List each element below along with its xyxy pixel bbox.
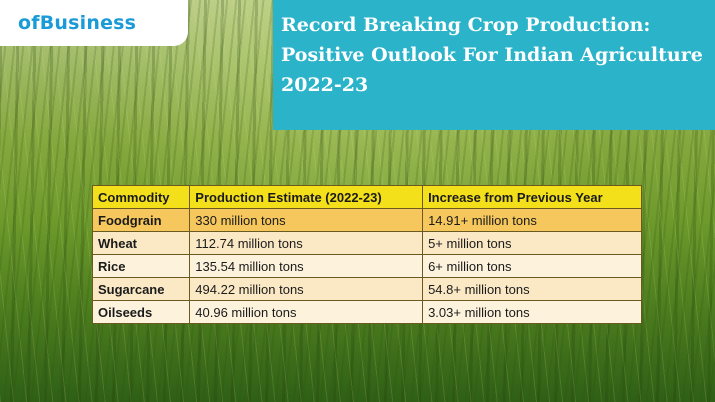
production-table-wrapper: Commodity Production Estimate (2022-23) … — [91, 185, 642, 324]
commodity-cell: Oilseeds — [91, 300, 191, 324]
commodity-cell: Wheat — [91, 231, 191, 255]
estimate-cell: 135.54 million tons — [189, 254, 424, 278]
increase-cell: 3.03+ million tons — [422, 300, 642, 324]
logo-banner: ofBusiness — [0, 0, 188, 46]
table-header-row: Commodity Production Estimate (2022-23) … — [91, 185, 642, 209]
table-row: Wheat 112.74 million tons 5+ million ton… — [91, 231, 642, 255]
increase-cell: 54.8+ million tons — [422, 277, 642, 301]
estimate-cell: 112.74 million tons — [189, 231, 424, 255]
table-row: Foodgrain 330 million tons 14.91+ millio… — [91, 208, 642, 232]
increase-cell: 6+ million tons — [422, 254, 642, 278]
commodity-cell: Sugarcane — [91, 277, 191, 301]
brand-logo: ofBusiness — [18, 12, 137, 34]
estimate-cell: 330 million tons — [189, 208, 424, 232]
increase-cell: 5+ million tons — [422, 231, 642, 255]
header-commodity: Commodity — [91, 185, 191, 209]
production-table: Commodity Production Estimate (2022-23) … — [91, 185, 642, 324]
commodity-cell: Foodgrain — [91, 208, 191, 232]
header-increase: Increase from Previous Year — [422, 185, 642, 209]
estimate-cell: 40.96 million tons — [189, 300, 424, 324]
table-row: Sugarcane 494.22 million tons 54.8+ mill… — [91, 277, 642, 301]
title-banner: Record Breaking Crop Production: Positiv… — [273, 0, 715, 130]
estimate-cell: 494.22 million tons — [189, 277, 424, 301]
increase-cell: 14.91+ million tons — [422, 208, 642, 232]
table-row: Oilseeds 40.96 million tons 3.03+ millio… — [91, 300, 642, 324]
header-production-estimate: Production Estimate (2022-23) — [189, 185, 424, 209]
commodity-cell: Rice — [91, 254, 191, 278]
page-title: Record Breaking Crop Production: Positiv… — [281, 14, 703, 96]
table-row: Rice 135.54 million tons 6+ million tons — [91, 254, 642, 278]
